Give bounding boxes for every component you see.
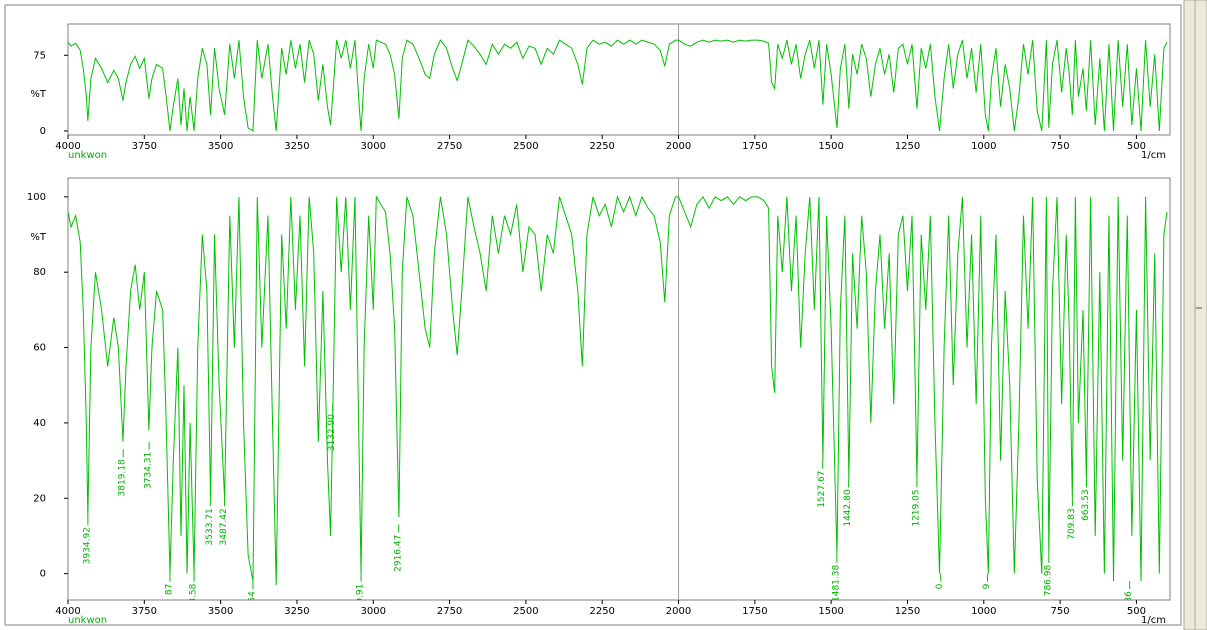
y-axis-label: %T	[30, 89, 47, 100]
legend-entry: unkwon	[68, 615, 107, 626]
peak-label: 9	[982, 583, 992, 589]
y-tick-label: 75	[33, 50, 46, 61]
spectrum-line	[68, 39, 1168, 132]
x-axis-label: 1/cm	[1141, 615, 1166, 626]
peak-label: 786.98	[1043, 565, 1053, 597]
x-tick-label: 1000	[971, 606, 996, 617]
y-tick-label: 100	[27, 192, 46, 203]
plot-area	[67, 23, 1171, 136]
x-tick-label: 3500	[208, 141, 233, 152]
peak-label: 3039.91	[356, 584, 366, 621]
x-tick-label: 2750	[437, 606, 462, 617]
peak-label: 663.53	[1081, 489, 1091, 521]
y-tick-label: 0	[40, 126, 46, 137]
peak-label: 1481.38	[831, 565, 841, 602]
x-tick-label: 2500	[513, 141, 538, 152]
peak-label: 8.36	[1124, 591, 1134, 611]
peak-label: 1219.05	[911, 489, 921, 526]
x-tick-label: 3250	[284, 606, 309, 617]
peak-label: 709.83	[1067, 508, 1077, 539]
peak-label: 1527.67	[817, 471, 827, 508]
x-tick-label: 3750	[132, 606, 157, 617]
x-tick-label: 2000	[666, 606, 691, 617]
peak-label: 3.58	[189, 583, 199, 603]
y-axis-label: %T	[30, 232, 47, 243]
y-tick-label: 60	[33, 343, 46, 354]
x-tick-label: 2250	[589, 141, 614, 152]
peak-label: 0	[935, 583, 945, 589]
x-tick-label: 3750	[132, 141, 157, 152]
x-tick-label: 4000	[55, 141, 80, 152]
x-tick-label: 3000	[361, 141, 386, 152]
peak-label: 3533.71	[205, 508, 215, 545]
plot-layer: 3934.92 3819.18 3734.31 87 3.58 3533.71 3487.4…	[68, 195, 1168, 621]
peak-label: 3819.18	[118, 459, 128, 496]
peak-label: 3934.92	[82, 527, 92, 564]
x-tick-label: 2500	[513, 606, 538, 617]
peak-label: 3734.31	[144, 452, 154, 489]
peak-label: 54	[247, 591, 257, 603]
x-axis-label: 1/cm	[1141, 150, 1166, 161]
x-tick-label: 1500	[818, 606, 843, 617]
peak-label: 3487.42	[219, 508, 229, 545]
spectrum-line	[68, 195, 1168, 585]
x-tick-label: 500	[1127, 606, 1146, 617]
x-tick-label: 750	[1051, 606, 1070, 617]
y-tick-label: 80	[33, 267, 46, 278]
x-tick-label: 1750	[742, 141, 767, 152]
x-tick-label: 3000	[361, 606, 386, 617]
peak-label: 1442.80	[843, 489, 853, 526]
x-tick-label: 2250	[589, 606, 614, 617]
x-tick-label: 1750	[742, 606, 767, 617]
peak-label: 2916.47	[393, 535, 403, 572]
y-tick-label: 0	[40, 569, 46, 580]
x-tick-label: 1250	[895, 141, 920, 152]
x-tick-label: 4000	[55, 606, 80, 617]
legend-entry: unkwon	[68, 150, 107, 161]
x-tick-label: 750	[1051, 141, 1070, 152]
window-frame	[4, 4, 1182, 626]
y-tick-label: 40	[33, 418, 46, 429]
x-tick-label: 2000	[666, 141, 691, 152]
x-tick-label: 1000	[971, 141, 996, 152]
plot-layer	[68, 39, 1168, 132]
x-tick-label: 1500	[818, 141, 843, 152]
x-tick-label: 500	[1127, 141, 1146, 152]
plot-area	[67, 177, 1171, 601]
peak-label: 87	[164, 584, 174, 595]
y-tick-label: 20	[33, 493, 46, 504]
x-tick-label: 1250	[895, 606, 920, 617]
x-tick-label: 2750	[437, 141, 462, 152]
x-tick-label: 3500	[208, 606, 233, 617]
peak-label: 3132.90	[327, 414, 337, 451]
x-tick-label: 3250	[284, 141, 309, 152]
